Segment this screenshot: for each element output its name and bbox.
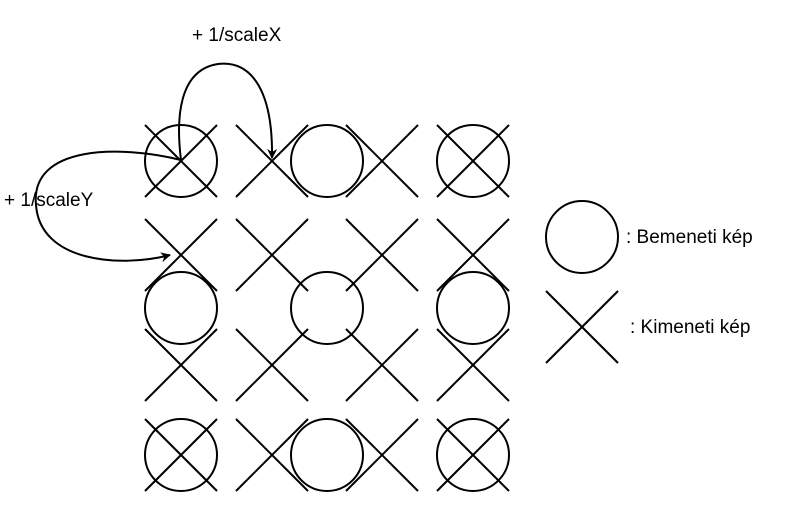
input-pixel-grid: [144, 124, 510, 492]
input-pixel-circle: [436, 271, 510, 345]
output-cross-line: [144, 218, 218, 292]
legend-output-cross-line: [545, 290, 619, 364]
scale-y-label: + 1/scaleY: [4, 190, 94, 211]
input-pixel-circle: [436, 418, 510, 492]
legend: [545, 200, 619, 364]
input-pixel-circle: [436, 124, 510, 198]
output-cross-line: [345, 218, 419, 292]
output-cross-line: [235, 418, 309, 492]
input-pixel-circle: [290, 418, 364, 492]
input-pixel-circle: [290, 124, 364, 198]
step-arrows: [34, 62, 278, 263]
input-pixel-circle: [144, 271, 218, 345]
output-cross-line: [144, 418, 218, 492]
input-pixel-circle: [290, 271, 364, 345]
output-cross-line: [345, 124, 419, 198]
output-cross-line: [436, 218, 510, 292]
output-cross-line: [235, 124, 309, 198]
output-cross-line: [144, 124, 218, 198]
output-cross-line: [436, 328, 510, 402]
step-y-arrow: [34, 150, 182, 263]
output-pixel-grid: [144, 124, 510, 492]
input-pixel-circle: [144, 418, 218, 492]
output-cross-line: [144, 328, 218, 402]
legend-input-label: : Bemeneti kép: [626, 227, 753, 248]
legend-input-circle: [545, 200, 619, 274]
step-x-arrow: [178, 62, 278, 161]
output-cross-line: [436, 124, 510, 198]
legend-output-label: : Kimeneti kép: [630, 317, 751, 338]
output-cross-line: [345, 418, 419, 492]
output-cross-line: [235, 218, 309, 292]
input-pixel-circle: [144, 124, 218, 198]
output-cross-line: [436, 418, 510, 492]
output-cross-line: [345, 328, 419, 402]
scale-x-label: + 1/scaleX: [192, 25, 282, 46]
output-cross-line: [235, 328, 309, 402]
